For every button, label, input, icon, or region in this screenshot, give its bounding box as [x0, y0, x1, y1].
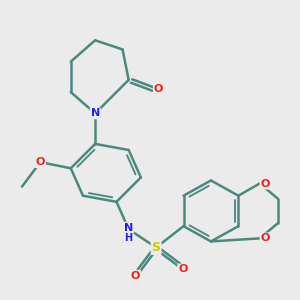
Text: S: S [152, 241, 160, 254]
Text: N: N [124, 223, 133, 233]
Text: O: O [36, 157, 45, 167]
Text: H: H [124, 233, 133, 243]
Text: O: O [178, 264, 188, 274]
Text: O: O [131, 271, 140, 281]
Text: N: N [91, 108, 100, 118]
Text: O: O [260, 178, 270, 188]
Text: O: O [260, 233, 270, 243]
Text: O: O [154, 84, 163, 94]
